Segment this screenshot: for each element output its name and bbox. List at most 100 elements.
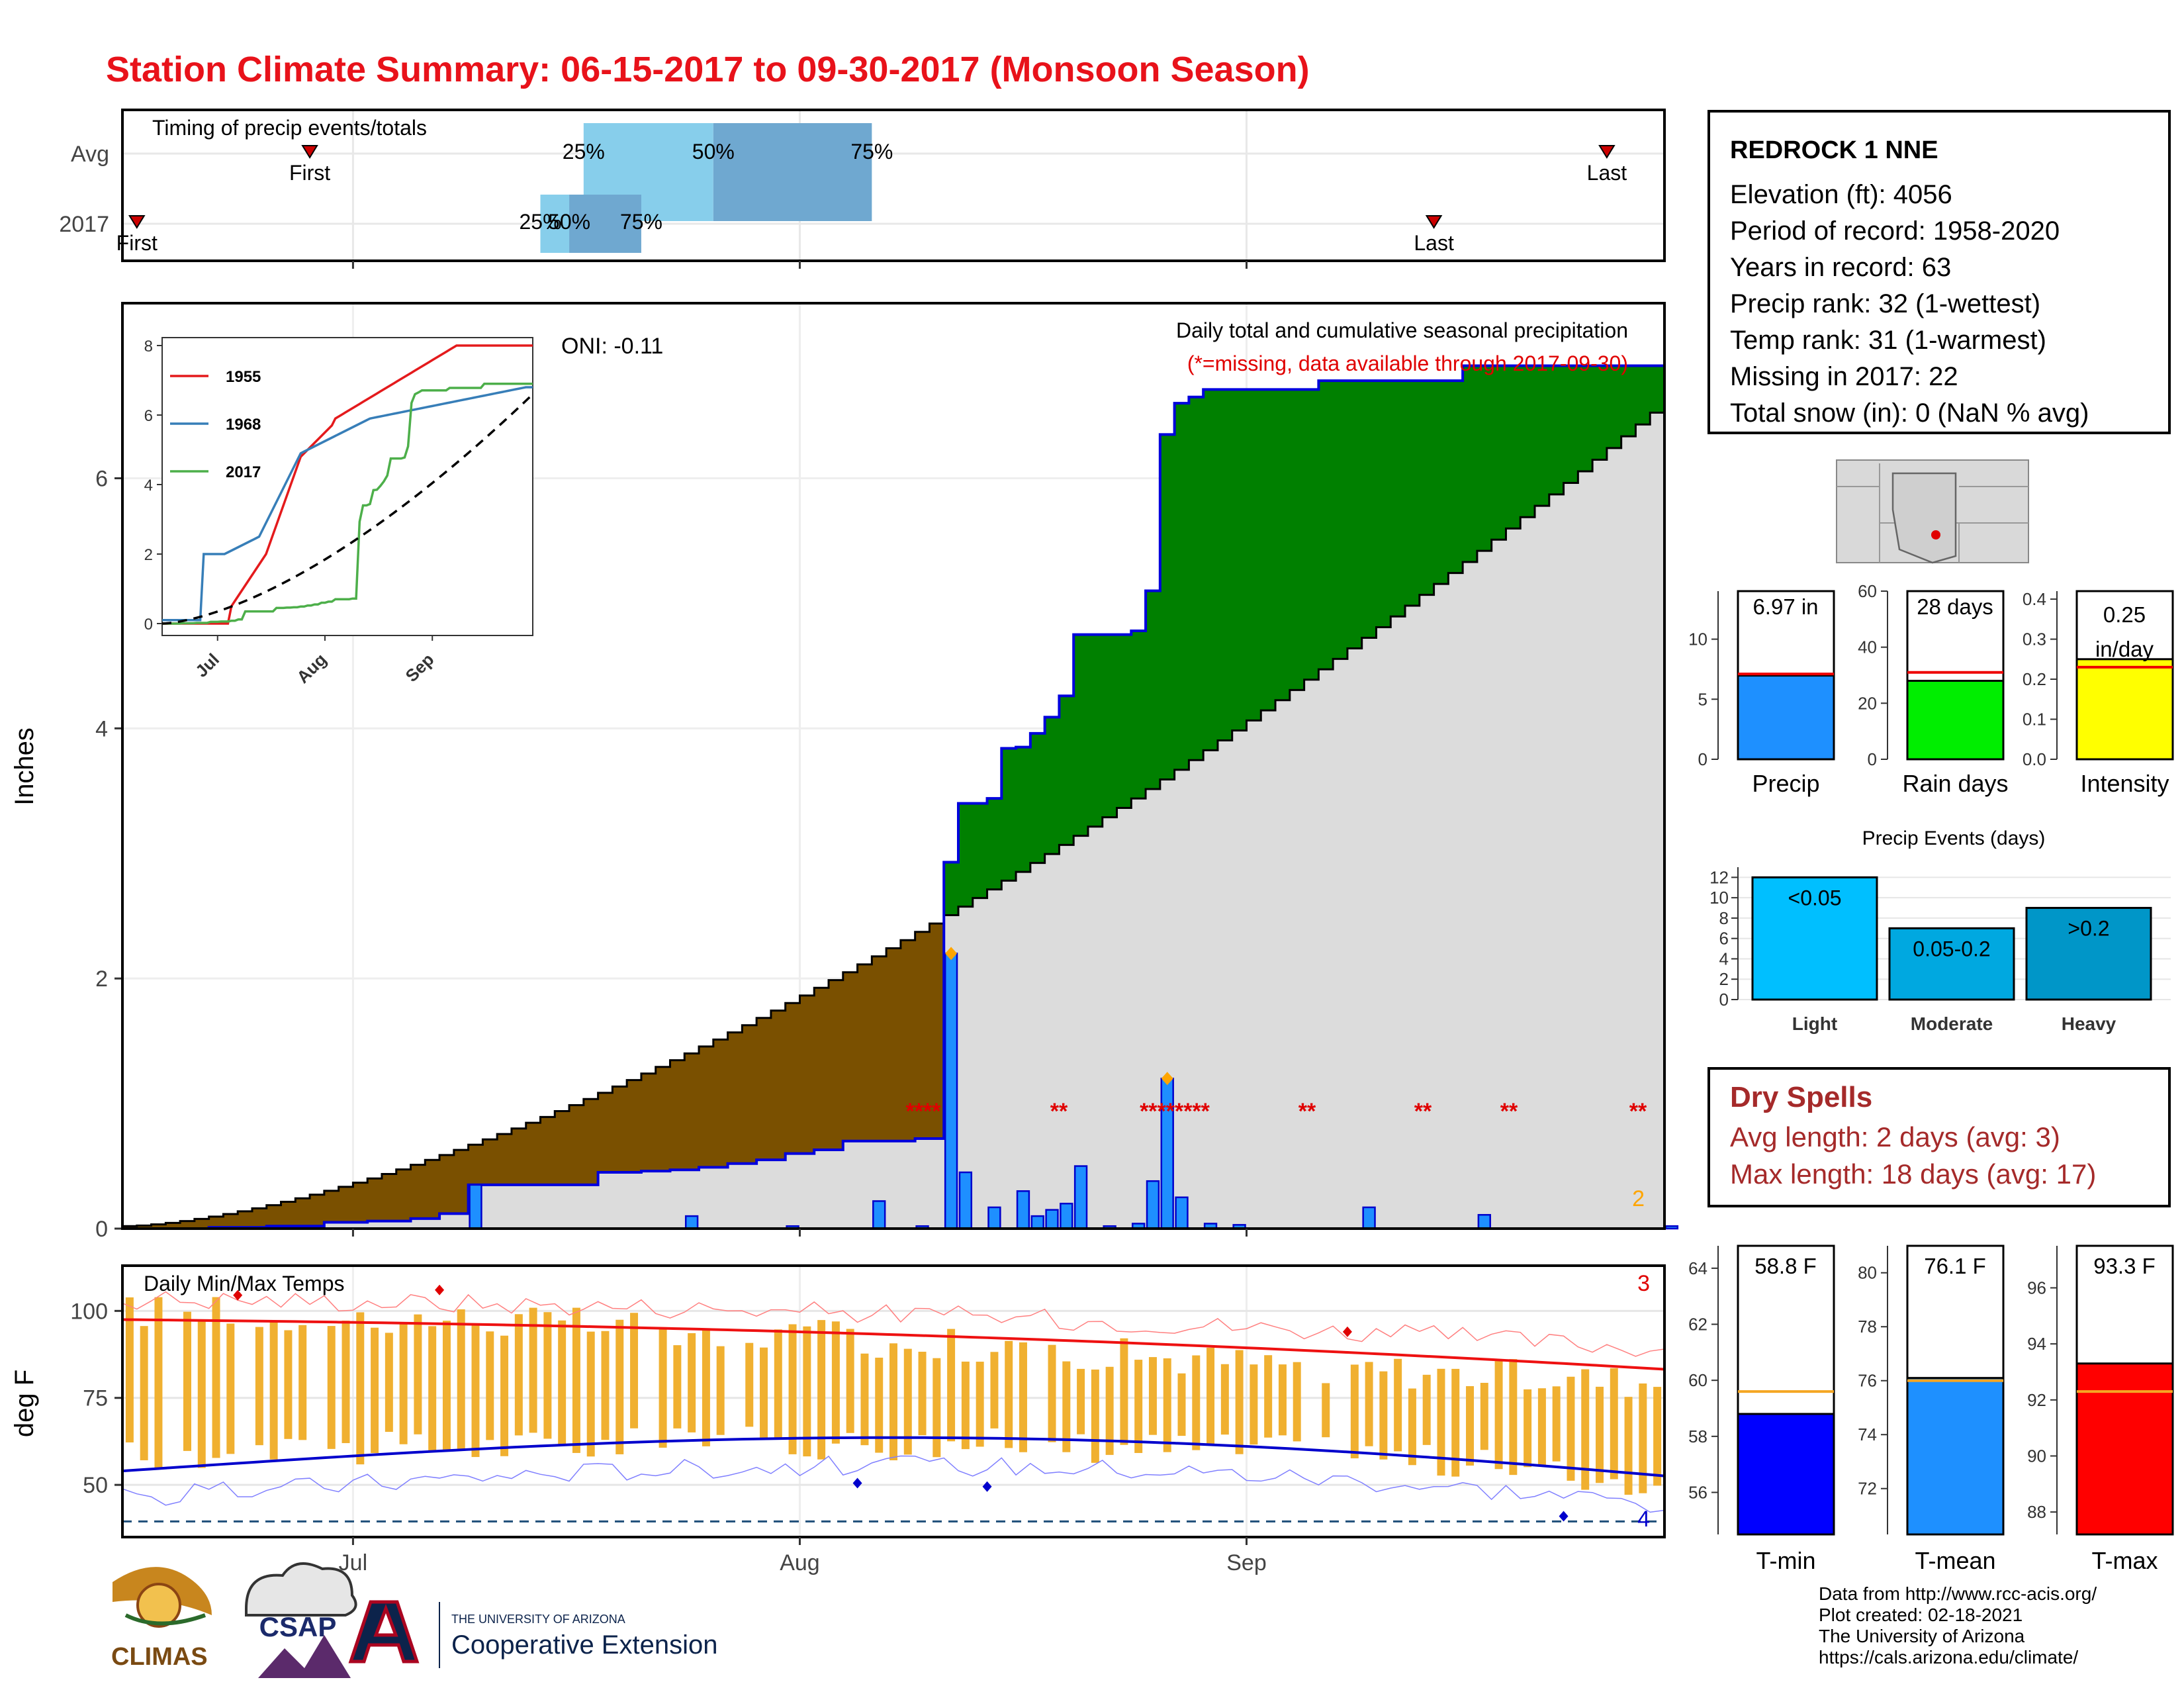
tmin-summary-tick-label: 60	[1688, 1370, 1707, 1390]
dry-spells-box: Dry Spells Avg length: 2 days (avg: 3) M…	[1707, 1067, 2171, 1207]
daily-temp-bar	[1610, 1368, 1618, 1479]
daily-temp-bar	[630, 1313, 639, 1429]
record-low-marker	[1559, 1511, 1569, 1522]
above-average-fill	[1275, 389, 1291, 700]
daily-temp-bar	[947, 1329, 956, 1442]
below-average-fill	[367, 1178, 383, 1221]
tmax-summary-value: 93.3 F	[2093, 1254, 2156, 1278]
below-average-fill	[872, 956, 887, 1141]
above-average-fill	[1606, 365, 1622, 448]
below-average-fill	[655, 1066, 671, 1172]
below-average-fill	[425, 1160, 440, 1219]
daily-temp-bar	[197, 1321, 206, 1468]
station-period: Period of record: 1958-2020	[1730, 216, 2060, 246]
daily-temp-bar	[860, 1353, 869, 1446]
average-low-line	[122, 1436, 1665, 1477]
inset-y-tick-label: 0	[144, 616, 153, 633]
dry-spells-max: Max length: 18 days (avg: 17)	[1730, 1158, 2097, 1190]
tmean-summary-tick-label: 78	[1858, 1317, 1877, 1336]
intensity-value-number: 0.25	[2103, 602, 2146, 627]
timing-panel-bg	[122, 110, 1664, 261]
intensity-value-unit: in/day	[2095, 637, 2154, 661]
above-average-fill	[1001, 748, 1017, 881]
credits: Data from http://www.rcc-acis.org/ Plot …	[1819, 1583, 2097, 1668]
below-average-fill	[439, 1154, 455, 1214]
precip-event-range: <0.05	[1788, 886, 1842, 910]
above-average-fill	[1520, 365, 1535, 518]
daily-temp-bar	[514, 1314, 523, 1436]
daily-precip-bar	[1060, 1202, 1073, 1230]
daily-temp-bar	[688, 1333, 696, 1432]
precip-corner-count: 2	[1632, 1186, 1645, 1211]
above-average-fill	[1131, 630, 1146, 799]
below-average-fill	[381, 1174, 397, 1221]
tmax-summary-tick-label: 92	[2027, 1390, 2046, 1410]
tmin-summary-value: 58.8 F	[1754, 1254, 1817, 1278]
rain-days-summary-tick-label: 40	[1858, 637, 1877, 657]
precip-event-bar	[1751, 876, 1878, 1001]
daily-precip-bar	[944, 953, 958, 1230]
daily-temp-bar	[154, 1297, 163, 1469]
intensity-summary-bar	[2075, 658, 2174, 761]
daily-temp-bar	[1105, 1366, 1114, 1455]
below-average-fill	[569, 1105, 584, 1185]
below-average-fill	[338, 1186, 354, 1223]
rain-days-summary-bar	[1906, 679, 2005, 761]
below-average-fill	[468, 1145, 483, 1185]
tmean-summary-tick-label: 76	[1858, 1371, 1877, 1391]
station-name: REDROCK 1 NNE	[1730, 136, 1938, 164]
daily-temp-bar	[774, 1329, 782, 1440]
observed-cumulative-line	[122, 364, 1664, 1230]
below-average-fill	[555, 1111, 570, 1185]
daily-temp-bar	[298, 1325, 307, 1440]
tmean-summary-tick-label: 72	[1858, 1479, 1877, 1499]
above-average-fill	[1361, 381, 1377, 638]
below-average-fill	[785, 1003, 801, 1154]
daily-temp-bar	[457, 1309, 465, 1451]
above-average-fill	[1477, 365, 1492, 551]
inset-legend-label: 1968	[226, 416, 261, 434]
below-average-fill	[266, 1205, 282, 1227]
below-average-fill	[410, 1164, 426, 1219]
station-location-dot	[1931, 530, 1940, 539]
below-average-fill	[165, 1223, 181, 1229]
intensity-summary-tick-label: 0.3	[2023, 630, 2046, 649]
daily-temp-bar	[1077, 1368, 1085, 1434]
climas-logo	[113, 1567, 212, 1628]
climas-logo-wave	[124, 1613, 206, 1626]
daily-temp-bar	[371, 1327, 379, 1454]
tmax-summary-bar	[2075, 1362, 2174, 1536]
below-average-fill	[540, 1117, 555, 1185]
below-average-fill	[627, 1080, 642, 1172]
precip-summary-bar	[1737, 675, 1835, 761]
precip-summary-tick-label: 10	[1688, 630, 1707, 649]
record-high-marker	[233, 1289, 243, 1301]
above-average-fill	[1016, 747, 1031, 872]
csap-logo-cloud	[245, 1562, 357, 1617]
daily-temp-bar	[933, 1358, 941, 1458]
precip-events-title: Precip Events (days)	[1862, 827, 2046, 849]
above-average-fill	[1261, 389, 1276, 711]
below-average-fill	[453, 1150, 469, 1214]
daily-temp-bar	[1062, 1361, 1071, 1452]
above-average-fill	[1433, 381, 1449, 585]
rain-days-summary-label: Rain days	[1902, 770, 2008, 797]
precip-event-range: >0.2	[2068, 917, 2109, 941]
daily-temp-bar	[903, 1348, 912, 1455]
credit-url: https://cals.arizona.edu/climate/	[1819, 1647, 2079, 1667]
record-high-marker	[435, 1284, 445, 1295]
below-average-fill	[194, 1219, 210, 1229]
precip-event-label: Heavy	[2062, 1013, 2116, 1034]
timing-p75-label: 75%	[850, 140, 893, 164]
daily-temp-bar	[586, 1331, 595, 1457]
daily-precip-bar	[1045, 1209, 1059, 1230]
last-event-label: Last	[1587, 161, 1627, 185]
above-average-fill	[1448, 381, 1463, 573]
daily-temp-bar	[486, 1331, 494, 1440]
daily-precip-bar	[1362, 1206, 1376, 1230]
missing-data-marker: **	[1050, 1099, 1068, 1124]
univ-arizona-logo	[348, 1600, 420, 1664]
daily-temp-bar	[1322, 1383, 1330, 1438]
daily-temp-bar	[1567, 1376, 1575, 1481]
inset-chart-frame	[161, 337, 533, 636]
